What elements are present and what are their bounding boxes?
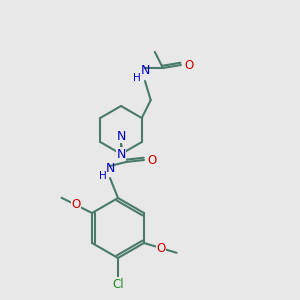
Text: N: N [116, 148, 126, 160]
Text: O: O [147, 154, 157, 166]
Text: O: O [71, 199, 80, 212]
Text: H: H [133, 73, 141, 83]
Text: H: H [99, 171, 107, 181]
Text: O: O [184, 58, 194, 71]
Text: N: N [105, 163, 115, 176]
Text: O: O [157, 242, 166, 255]
Text: N: N [116, 130, 126, 143]
Text: N: N [140, 64, 150, 77]
Text: Cl: Cl [112, 278, 124, 290]
